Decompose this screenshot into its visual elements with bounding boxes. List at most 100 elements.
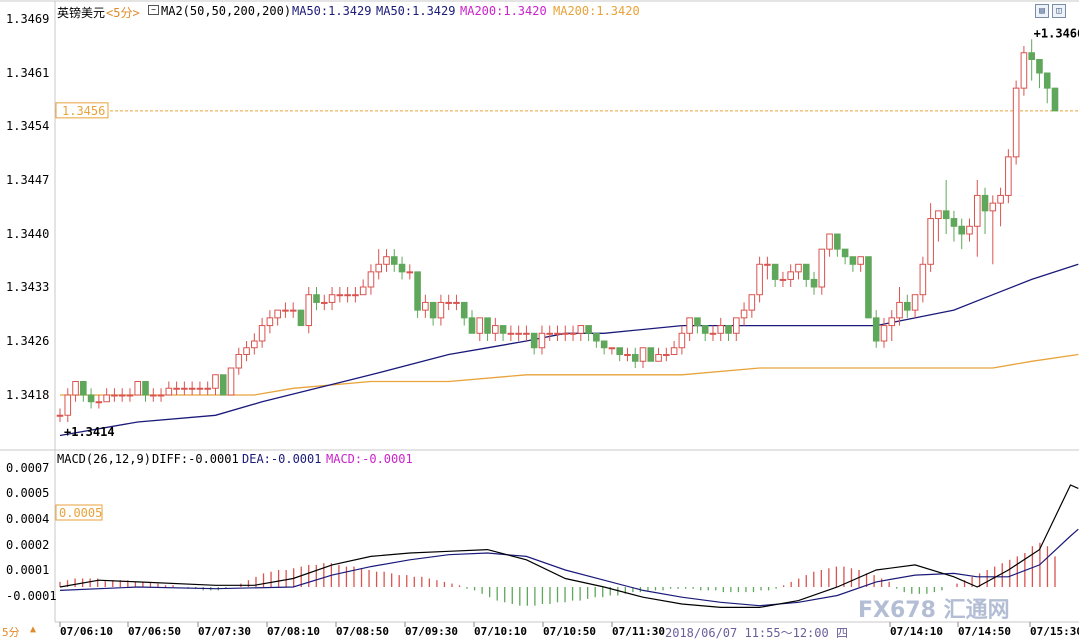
candle-down bbox=[429, 301, 437, 319]
candle-down bbox=[499, 325, 507, 334]
candle-up bbox=[1020, 52, 1028, 89]
candle-up bbox=[64, 394, 72, 416]
candle-up bbox=[577, 325, 585, 334]
candle-up bbox=[686, 317, 693, 334]
candle-up bbox=[764, 263, 771, 266]
candle-up bbox=[266, 317, 274, 327]
candle-down bbox=[865, 256, 872, 319]
candle-down bbox=[80, 381, 87, 396]
candle-down bbox=[142, 381, 149, 396]
candle-down bbox=[468, 317, 476, 334]
candle-up bbox=[204, 387, 211, 390]
macd-y-tick-label: 0.0001 bbox=[6, 563, 49, 577]
candle-up bbox=[422, 301, 429, 311]
candle-up bbox=[243, 347, 250, 355]
candle-down bbox=[530, 332, 538, 349]
x-tick-label: 07/10:50 bbox=[543, 625, 596, 638]
candle-up bbox=[320, 301, 328, 304]
candle-up bbox=[383, 256, 390, 265]
candle-up bbox=[927, 218, 934, 265]
candle-up bbox=[359, 286, 367, 296]
layout-toggle-icon[interactable]: ▤ bbox=[1035, 4, 1049, 18]
candle-up bbox=[173, 387, 180, 390]
x-tick-label: 07/11:30 bbox=[612, 625, 665, 638]
candle-up bbox=[367, 271, 375, 288]
candle-up bbox=[538, 332, 546, 349]
candle-down bbox=[849, 256, 857, 265]
candle-down bbox=[219, 374, 227, 396]
candle-up bbox=[305, 294, 313, 327]
candle-up bbox=[608, 347, 616, 350]
candle-up bbox=[857, 256, 864, 265]
candle-up bbox=[888, 317, 896, 327]
candle-down bbox=[872, 317, 880, 342]
candle-up bbox=[328, 294, 336, 303]
candle-up bbox=[663, 354, 670, 356]
candle-up bbox=[973, 194, 981, 227]
split-view-icon[interactable]: ◫ bbox=[1052, 4, 1066, 18]
price-y-tick-label: 1.3461 bbox=[6, 66, 49, 80]
ma200-line bbox=[60, 353, 1079, 396]
candle-up bbox=[709, 332, 717, 335]
candle-up bbox=[989, 202, 997, 212]
candle-up bbox=[453, 301, 460, 304]
ma50-value-b: MA50:1.3429 bbox=[376, 4, 456, 18]
macd-y-tick-label: 0.0002 bbox=[6, 538, 49, 552]
x-tick-label: 07/10:10 bbox=[474, 625, 527, 638]
candle-up bbox=[282, 309, 289, 312]
price-y-tick-label: 1.3426 bbox=[6, 334, 49, 348]
x-tick-label: 07/06:10 bbox=[60, 625, 113, 638]
cursor-time-label: 2018/06/07 11:55～12:00 四 bbox=[665, 624, 848, 641]
macd-hist-value: MACD:-0.0001 bbox=[326, 452, 413, 466]
price-ref-label: 1.3456 bbox=[62, 104, 105, 118]
candle-up bbox=[670, 347, 678, 355]
x-tick-label: 07/06:50 bbox=[128, 625, 181, 638]
high-price-label: +1.3466 bbox=[1034, 26, 1079, 40]
candle-up bbox=[149, 394, 157, 397]
ma50-line bbox=[59, 263, 1079, 437]
candle-up bbox=[896, 301, 903, 319]
price-y-tick-label: 1.3433 bbox=[6, 280, 49, 294]
period-label[interactable]: <5分> bbox=[106, 6, 140, 20]
candle-up bbox=[258, 325, 266, 342]
candle-up bbox=[165, 387, 173, 396]
candle-up bbox=[748, 294, 756, 311]
candle-up bbox=[1012, 87, 1020, 158]
candle-up bbox=[678, 332, 686, 349]
indicator-toggle-icon[interactable]: ~ bbox=[148, 5, 159, 15]
ma200-value-b: MA200:1.3420 bbox=[553, 4, 640, 18]
x-tick-label: 07/08:10 bbox=[267, 625, 320, 638]
period-selector[interactable]: 5分 bbox=[2, 626, 20, 639]
x-tick-label: 07/14:50 bbox=[958, 625, 1011, 638]
candle-down bbox=[87, 394, 95, 403]
candle-up bbox=[196, 387, 204, 390]
watermark-logo: FX678 汇通网 bbox=[858, 598, 1010, 623]
price-panel: 1.3456 +1.3414 +1.3466 bbox=[55, 26, 1079, 439]
candle-up bbox=[103, 394, 110, 403]
price-y-tick-label: 1.3469 bbox=[6, 12, 49, 26]
macd-name: MACD(26,12,9) bbox=[57, 452, 151, 466]
macd-ref-box bbox=[55, 504, 103, 521]
macd-y-tick-label: 0.0007 bbox=[6, 461, 49, 475]
candle-up bbox=[966, 225, 973, 235]
candle-down bbox=[390, 256, 398, 265]
macd-ref-label: 0.0005 bbox=[59, 506, 102, 520]
period-selector-arrow-icon[interactable]: ▲ bbox=[30, 624, 37, 635]
candle-up bbox=[72, 381, 79, 396]
candle-up bbox=[997, 194, 1004, 204]
candle-up bbox=[569, 332, 577, 335]
candle-down bbox=[593, 332, 600, 342]
candle-down bbox=[904, 301, 911, 311]
candle-down bbox=[942, 210, 950, 220]
price-y-tick-label: 1.3440 bbox=[6, 227, 49, 241]
candle-up bbox=[546, 332, 554, 335]
candle-up bbox=[157, 394, 165, 397]
candle-down bbox=[647, 347, 655, 362]
candle-up bbox=[126, 394, 134, 397]
candle-down bbox=[981, 194, 989, 212]
candle-down bbox=[398, 263, 406, 273]
candle-up bbox=[1005, 156, 1012, 196]
candle-up bbox=[134, 381, 142, 396]
x-tick-label: 07/14:10 bbox=[890, 625, 943, 638]
